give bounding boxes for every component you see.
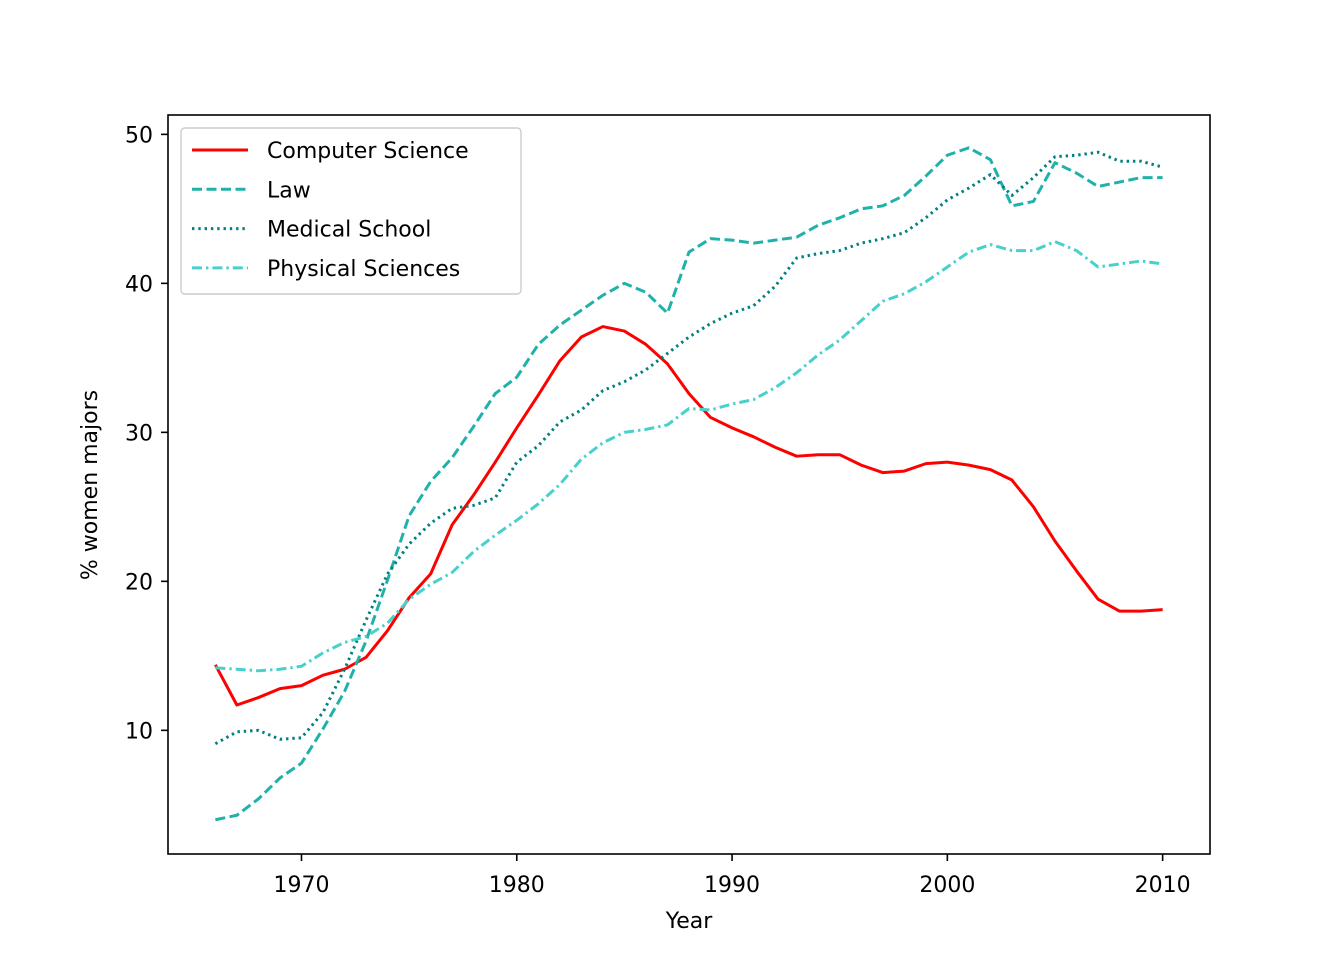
x-tick-label: 1970 <box>273 873 329 898</box>
legend-box <box>180 127 522 295</box>
series-line-law <box>215 146 1163 822</box>
y-tick-label: 20 <box>125 570 153 595</box>
series-line-physical-sciences <box>215 240 1163 673</box>
y-tick-label: 10 <box>125 719 153 744</box>
x-tick-label: 1980 <box>489 873 545 898</box>
y-axis: 10 20 30 40 50 <box>125 123 168 744</box>
x-tick-label: 2010 <box>1135 873 1191 898</box>
plot-frame <box>167 114 1211 855</box>
legend: Computer Science Law Medical School Physica… <box>180 127 522 295</box>
y-tick-label: 50 <box>125 123 153 148</box>
legend-label-law: Law <box>267 178 311 203</box>
legend-label-computer-science: Computer Science <box>267 139 469 164</box>
x-axis-label: Year <box>665 909 714 934</box>
legend-label-medical-school: Medical School <box>267 218 431 243</box>
x-tick-label: 1990 <box>704 873 760 898</box>
x-axis: 1970 1980 1990 2000 2010 <box>273 854 1191 898</box>
series-line-computer-science <box>214 325 1163 707</box>
legend-label-physical-sciences: Physical Sciences <box>267 257 460 282</box>
series-layer <box>214 146 1164 822</box>
y-tick-label: 30 <box>125 421 153 446</box>
x-tick-label: 2000 <box>919 873 975 898</box>
y-tick-label: 40 <box>125 272 153 297</box>
y-axis-label: % women majors <box>78 390 103 580</box>
